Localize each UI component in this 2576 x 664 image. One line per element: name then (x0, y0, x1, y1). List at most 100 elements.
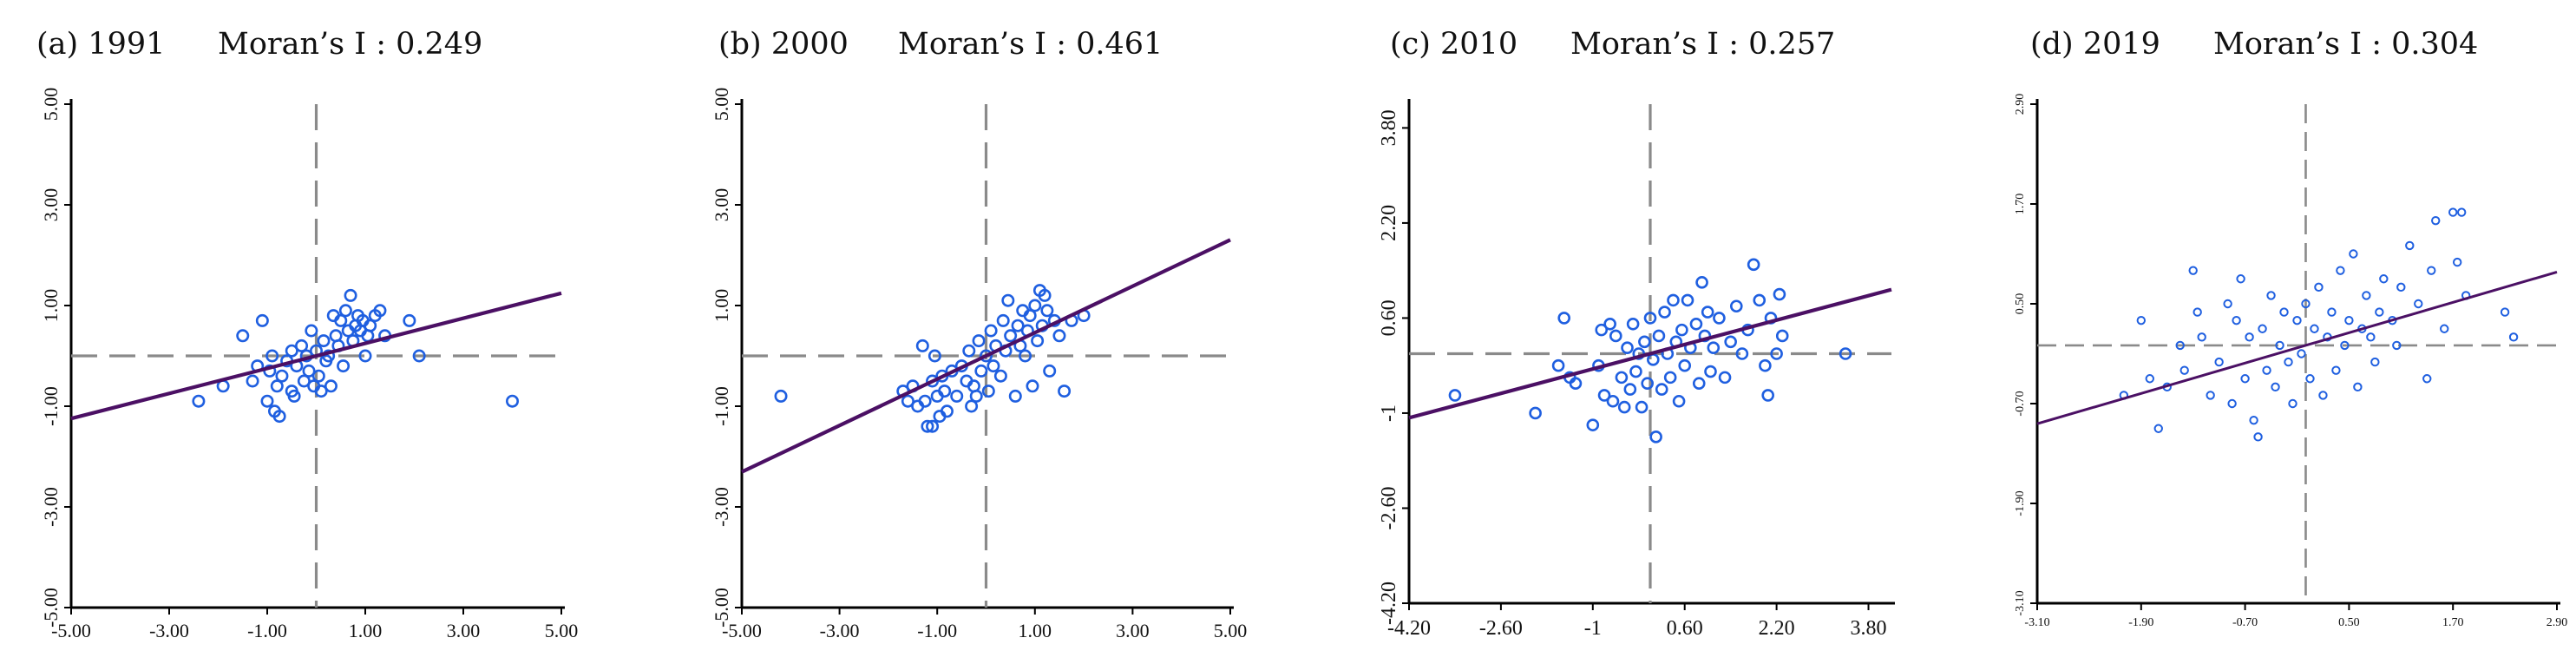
regression-line (1408, 287, 1892, 420)
data-point (1638, 335, 1651, 349)
moran-i-label: Moran’s I : 0.461 (898, 27, 1163, 62)
data-point (236, 329, 250, 343)
data-point (2240, 374, 2250, 384)
moran-panel-4: (d) 2019 Moran’s I : 0.304 -3.10 -1.90 -0.70… (2014, 27, 2567, 629)
data-point (2422, 374, 2432, 384)
data-point (2366, 332, 2376, 342)
data-point (2362, 291, 2371, 300)
data-point (1770, 347, 1783, 360)
data-point (305, 324, 318, 338)
data-point (1629, 365, 1642, 378)
data-point (2379, 274, 2389, 284)
data-point (2292, 315, 2302, 325)
data-point (1040, 304, 1054, 318)
data-point (2310, 324, 2319, 333)
moran-panel-1: (a) 1991 Moran’s I : 0.249 -5.00 -3.00 -1.00… (36, 27, 578, 641)
data-point (1698, 329, 1712, 343)
data-point (2331, 365, 2341, 375)
y-tick-label: 1.00 (40, 289, 62, 323)
y-tick-label: 3.00 (711, 188, 732, 222)
data-point (1023, 309, 1037, 323)
data-point (1635, 400, 1649, 414)
data-point (1001, 293, 1015, 307)
x-tick-label: 1.00 (1019, 620, 1052, 641)
x-tick-label: -3.10 (2024, 616, 2049, 629)
data-point (255, 313, 269, 327)
data-point (1692, 377, 1706, 391)
data-point (2236, 274, 2245, 284)
data-point (1681, 293, 1694, 307)
data-point (1773, 287, 1786, 301)
data-point (295, 339, 309, 352)
regression-line (741, 238, 1231, 474)
data-point (2275, 340, 2284, 351)
data-point (1586, 418, 1600, 431)
data-point (1649, 431, 1662, 444)
data-point (1667, 293, 1680, 307)
data-point (2344, 315, 2354, 325)
y-tick-label: 2.20 (1378, 205, 1400, 241)
y-tick-label: -4.20 (1378, 582, 1400, 625)
data-point (1704, 365, 1717, 378)
data-point (1038, 288, 1052, 302)
data-point (1695, 276, 1708, 289)
data-point (2431, 215, 2441, 226)
data-point (2258, 324, 2267, 333)
data-point (1043, 364, 1057, 378)
y-tick-label: 5.00 (711, 88, 732, 122)
data-point (1689, 317, 1703, 331)
data-point (993, 369, 1007, 383)
data-point (2206, 391, 2215, 400)
data-point (1729, 299, 1743, 313)
data-point (969, 389, 983, 403)
data-point (2223, 299, 2232, 309)
regression-line (2036, 270, 2558, 425)
data-point (2153, 424, 2163, 433)
data-point (2318, 391, 2328, 400)
data-point (1658, 306, 1671, 319)
data-point (980, 349, 993, 363)
data-point (260, 394, 274, 408)
data-point (2227, 398, 2237, 409)
data-point (2427, 266, 2436, 275)
data-point (302, 364, 316, 378)
data-point (2305, 374, 2315, 384)
data-point (2193, 307, 2202, 317)
y-tick-label: 1.00 (711, 289, 732, 323)
data-point (505, 394, 519, 408)
data-point (1621, 341, 1634, 354)
data-point (2396, 282, 2406, 293)
data-point (1655, 383, 1668, 396)
data-point (2314, 282, 2324, 293)
data-point (1011, 319, 1025, 332)
data-point (926, 419, 940, 433)
data-point (1775, 329, 1789, 343)
y-tick-label: -3.00 (711, 487, 732, 527)
data-point (2414, 299, 2423, 309)
data-point (1615, 371, 1629, 385)
data-point (1707, 341, 1721, 354)
data-point (1609, 329, 1622, 343)
data-point (1551, 358, 1565, 372)
x-tick-label: 3.00 (1116, 620, 1150, 641)
data-point (412, 349, 426, 363)
data-point (1617, 400, 1631, 414)
data-point (2375, 307, 2384, 317)
panel-label: (b) 2000 (718, 27, 849, 62)
data-point (1663, 371, 1677, 385)
x-tick-label: -4.20 (1387, 617, 1431, 640)
data-point (2249, 415, 2258, 425)
data-point (918, 394, 932, 408)
data-point (2392, 340, 2402, 351)
data-point (317, 334, 331, 348)
panel-label: (d) 2019 (2030, 27, 2160, 62)
data-point (1606, 394, 1620, 408)
data-point (996, 313, 1010, 327)
data-point (1019, 349, 1032, 363)
data-point (1761, 389, 1774, 402)
data-point (285, 344, 298, 358)
data-point (2327, 307, 2337, 317)
x-tick-label: 2.20 (1759, 617, 1795, 640)
x-tick-label: 3.00 (447, 620, 481, 641)
